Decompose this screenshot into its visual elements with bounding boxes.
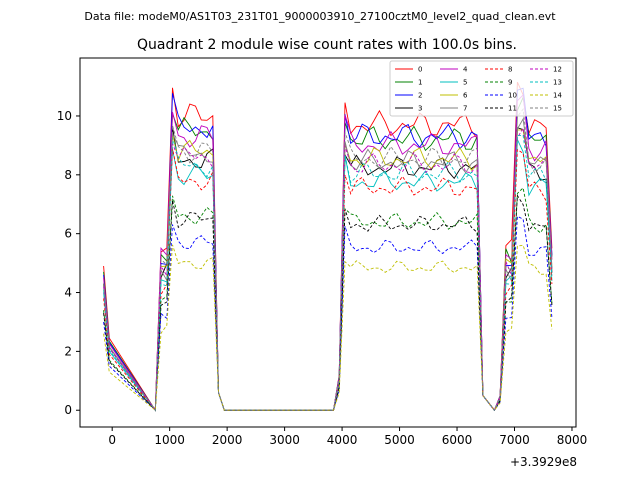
plot-lines xyxy=(103,81,553,412)
y-tick-label: 0 xyxy=(64,403,72,417)
plot-frame xyxy=(79,57,577,428)
series-line-10 xyxy=(103,215,553,412)
series-line-15 xyxy=(103,108,553,412)
series-line-11 xyxy=(103,194,553,412)
series-line-9 xyxy=(103,187,553,412)
x-tick-label: 1000 xyxy=(154,433,185,447)
series-line-8 xyxy=(103,148,553,412)
legend-label: 8 xyxy=(508,66,512,74)
legend-label: 4 xyxy=(463,66,468,74)
x-tick-label: 7000 xyxy=(499,433,530,447)
legend-label: 7 xyxy=(463,105,467,113)
legend-label: 14 xyxy=(553,92,562,100)
figure-suptitle: Data file: modeM0/AS1T03_231T01_90000039… xyxy=(84,10,556,23)
x-axis: 0 1000 2000 3000 4000 5000 6000 7000 8000 xyxy=(108,427,587,447)
y-tick-label: 2 xyxy=(64,344,72,358)
y-tick-label: 4 xyxy=(64,286,72,300)
legend-label: 3 xyxy=(418,105,422,113)
legend-label: 0 xyxy=(418,66,422,74)
x-tick-label: 3000 xyxy=(269,433,300,447)
x-offset-label: +3.3929e8 xyxy=(510,455,577,469)
y-axis: 0 2 4 6 8 10 xyxy=(57,109,80,417)
legend-label: 6 xyxy=(463,92,468,100)
y-tick-label: 6 xyxy=(64,227,72,241)
series-line-14 xyxy=(103,244,553,412)
chart-title: Quadrant 2 module wise count rates with … xyxy=(137,37,517,53)
x-tick-label: 5000 xyxy=(384,433,415,447)
legend-label: 2 xyxy=(418,92,422,100)
legend-label: 10 xyxy=(508,92,517,100)
legend-label: 11 xyxy=(508,105,517,113)
legend-label: 1 xyxy=(418,79,422,87)
legend-frame xyxy=(389,60,574,117)
x-tick-label: 8000 xyxy=(557,433,588,447)
x-tick-label: 0 xyxy=(108,433,116,447)
series-line-13 xyxy=(103,134,553,412)
y-tick-label: 8 xyxy=(64,168,72,182)
y-tick-label: 10 xyxy=(57,109,72,123)
legend-label: 15 xyxy=(553,105,562,113)
series-line-12 xyxy=(103,126,553,412)
legend-label: 9 xyxy=(508,79,512,87)
legend-label: 13 xyxy=(553,79,562,87)
x-tick-label: 4000 xyxy=(327,433,358,447)
legend-label: 5 xyxy=(463,79,467,87)
x-tick-label: 6000 xyxy=(442,433,473,447)
x-tick-label: 2000 xyxy=(212,433,243,447)
legend-label: 12 xyxy=(553,66,562,74)
